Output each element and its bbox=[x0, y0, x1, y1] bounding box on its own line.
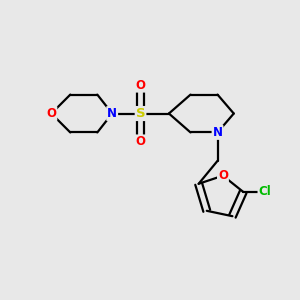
Text: N: N bbox=[213, 126, 223, 139]
Text: N: N bbox=[107, 107, 117, 120]
Text: O: O bbox=[136, 135, 146, 148]
Text: O: O bbox=[46, 107, 56, 120]
Text: Cl: Cl bbox=[259, 185, 271, 198]
Text: O: O bbox=[218, 169, 228, 182]
Text: O: O bbox=[136, 79, 146, 92]
Text: S: S bbox=[136, 107, 146, 120]
